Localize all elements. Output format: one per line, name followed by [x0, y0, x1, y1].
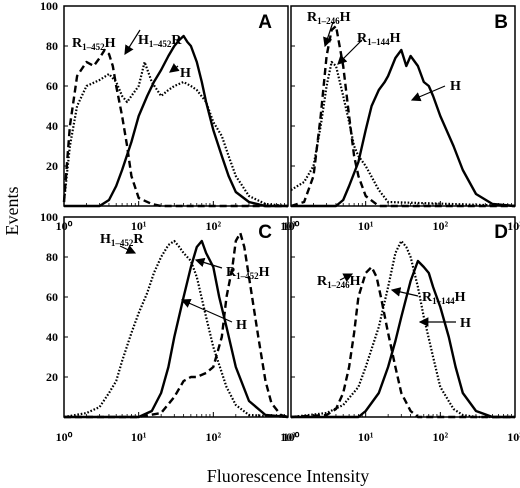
annotation-main: H: [138, 33, 149, 48]
panel-a-x-tick-label: 10³: [280, 219, 296, 233]
panel-d-x-tick-label: 10²: [433, 430, 449, 444]
panel-a-annotation: H1–452R: [138, 33, 182, 49]
panel-b-annotation: H: [450, 79, 461, 94]
annotation-suffix: H: [455, 290, 466, 305]
panel-c-y-tick-label: 40: [46, 330, 58, 344]
panel-c-annotation-arrow: [194, 257, 223, 269]
panel-b-x-tick-label: 10²: [433, 219, 449, 233]
panel-c-y-tick-label: 20: [46, 370, 58, 384]
panel-c: C: [63, 216, 289, 418]
panel-b-series-r1-246h-dashed: [290, 24, 515, 208]
panel-a-series-h-solid: [64, 34, 288, 208]
annotation-main: R: [226, 265, 237, 280]
panel-a-y-tick-label: 60: [46, 79, 58, 93]
panel-a-series-r1-452h-dashed: [62, 48, 288, 208]
annotation-subscript: 1–452: [236, 271, 259, 281]
panel-c-y-tick-label: 100: [40, 210, 58, 224]
panel-c-annotation: H: [236, 318, 247, 333]
panel-c-annotation-arrow: [119, 245, 137, 254]
panel-c-series-r1-452h-dashed: [64, 231, 289, 419]
annotation-subscript: 1–452: [82, 42, 105, 52]
panel-a-annotation-arrow: [124, 29, 141, 56]
annotation-main: H: [180, 66, 191, 81]
panel-d-annotation: R1–246H: [317, 274, 361, 290]
panel-c-y-tick-label: 80: [46, 250, 58, 264]
panel-d-annotation-arrow: [339, 273, 354, 283]
annotation-suffix: R: [133, 232, 144, 247]
panel-d-annotation-arrow: [390, 287, 419, 297]
panel-c-y-tick-label: 60: [46, 290, 58, 304]
annotation-subscript: 1–246: [317, 16, 340, 26]
panel-a-y-tick-label: 40: [46, 119, 58, 133]
panel-c-x-tick-label: 10¹: [131, 430, 147, 444]
panel-b-x-tick-label: 10⁰: [283, 219, 300, 233]
panel-a-y-tick-label: 100: [40, 0, 58, 13]
panel-b-annotation: R1–246H: [307, 10, 351, 26]
panel-d-x-tick-label: 10⁰: [283, 430, 300, 444]
panel-d-series-r1-144h-dotted: [290, 239, 515, 419]
panel-c-series-h-solid: [64, 239, 289, 419]
panel-b-annotation: R1–144H: [357, 31, 401, 47]
panel-a-x-tick-label: 10⁰: [56, 219, 73, 233]
annotation-main: R: [317, 274, 328, 289]
annotation-main: R: [357, 31, 368, 46]
panel-a-series-h1-452r-dotted: [62, 60, 289, 208]
panel-b-x-tick-label: 10¹: [358, 219, 374, 233]
panel-d-label: D: [494, 222, 508, 243]
panel-b-annotation-arrow: [323, 21, 334, 48]
panel-a-x-tick-label: 10²: [206, 219, 222, 233]
panel-d-series-h-solid: [291, 259, 515, 419]
panel-b-series-r1-144h-dotted: [290, 60, 516, 208]
panel-d-x-tick-label: 10³: [507, 430, 520, 444]
panel-b-annotation-arrow: [337, 39, 363, 65]
panel-c-annotation: R1–452H: [226, 265, 270, 281]
annotation-main: H: [100, 232, 111, 247]
panel-c-annotation: H1–452R: [100, 232, 144, 248]
panel-c-label: C: [258, 222, 272, 243]
panel-a-annotation-arrow: [169, 63, 180, 73]
y-axis-title: Events: [2, 187, 22, 236]
annotation-suffix: R: [171, 33, 182, 48]
panel-a-y-tick-label: 80: [46, 39, 58, 53]
panel-d-annotation: R1–144H: [422, 290, 466, 306]
annotation-suffix: H: [350, 274, 361, 289]
annotation-main: R: [72, 36, 83, 51]
panel-d-series-r1-246h-dashed: [290, 265, 515, 419]
annotation-main: H: [460, 316, 471, 331]
annotation-subscript: 1–452: [149, 39, 172, 49]
panel-b-series-h-solid: [291, 48, 516, 208]
annotation-subscript: 1–144: [367, 37, 390, 47]
panel-d: D: [290, 216, 516, 418]
panel-a-x-tick-label: 10¹: [131, 219, 147, 233]
panel-a-y-tick-label: 20: [46, 159, 58, 173]
panel-c-series-h1-452r-dotted: [63, 239, 289, 419]
annotation-subscript: 1–246: [327, 280, 350, 290]
annotation-suffix: H: [105, 36, 116, 51]
panel-d-x-tick-label: 10¹: [358, 430, 374, 444]
annotation-subscript: 1–452: [111, 238, 134, 248]
panel-b-annotation-arrow: [410, 85, 446, 102]
annotation-suffix: H: [340, 10, 351, 25]
panel-b-x-tick-label: 10³: [507, 219, 520, 233]
annotation-main: H: [450, 79, 461, 94]
panel-b-label: B: [494, 12, 508, 33]
annotation-main: H: [236, 318, 247, 333]
annotation-main: R: [422, 290, 433, 305]
annotation-suffix: H: [390, 31, 401, 46]
panel-a-annotation: R1–452H: [72, 36, 116, 52]
panel-c-x-tick-label: 10²: [206, 430, 222, 444]
panel-d-annotation: H: [460, 316, 471, 331]
panel-c-annotation-arrow: [180, 298, 233, 323]
x-axis-title: Fluorescence Intensity: [207, 466, 369, 486]
panel-a-annotation: H: [180, 66, 191, 81]
annotation-subscript: 1–144: [432, 296, 455, 306]
annotation-suffix: H: [259, 265, 270, 280]
panel-a-label: A: [258, 12, 272, 33]
annotation-main: R: [307, 10, 318, 25]
panel-c-x-tick-label: 10⁰: [56, 430, 73, 444]
panel-c-x-tick-label: 10³: [280, 430, 296, 444]
